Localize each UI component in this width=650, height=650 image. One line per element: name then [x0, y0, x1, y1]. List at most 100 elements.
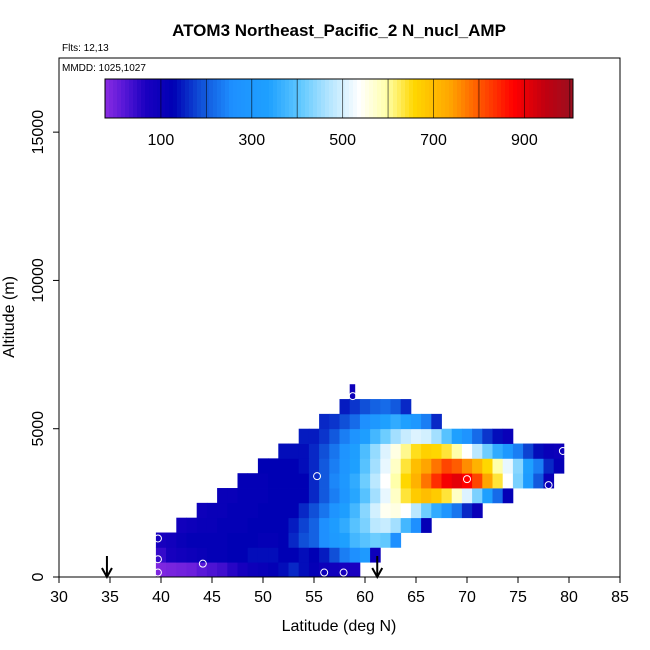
heat-cell [319, 532, 330, 548]
heat-cell [319, 502, 330, 519]
colorbar-segment [461, 79, 466, 118]
heat-cell [492, 458, 504, 474]
colorbar-segment [445, 79, 450, 118]
heat-cell [451, 473, 463, 489]
colorbar-segment [541, 79, 546, 118]
colorbar-segment [405, 79, 410, 118]
colorbar-segment [297, 79, 302, 118]
heat-cell [472, 488, 483, 504]
heat-cell [359, 517, 371, 533]
heat-cell [390, 458, 402, 474]
heatmap-layer [155, 384, 565, 578]
heat-cell [380, 517, 391, 533]
heat-cell [339, 428, 351, 444]
heat-cell [349, 517, 361, 533]
heat-cell [176, 562, 187, 578]
colorbar-segment [381, 79, 386, 118]
heat-cell [349, 562, 361, 578]
colorbar-segment [529, 79, 534, 118]
heat-cell [421, 502, 432, 519]
heat-cell [431, 473, 442, 489]
colorbar-segment [549, 79, 554, 118]
heat-cell [237, 562, 249, 578]
heat-cell [380, 473, 391, 489]
heat-cell [227, 488, 238, 504]
heat-cell [247, 547, 259, 563]
heat-cell [359, 443, 371, 459]
colorbar-segment [377, 79, 382, 118]
heat-cell [431, 428, 442, 444]
heat-cell [380, 488, 391, 504]
heat-cell [370, 473, 381, 489]
heat-cell [451, 443, 463, 459]
heat-cell [268, 473, 279, 489]
heat-cell [359, 532, 371, 548]
heat-cell [472, 428, 483, 444]
colorbar-segment [533, 79, 538, 118]
colorbar-segment [449, 79, 454, 118]
heat-cell [451, 488, 463, 504]
heat-cell [339, 473, 351, 489]
heat-cell [257, 458, 269, 474]
colorbar-segment [173, 79, 178, 118]
colorbar-segment [105, 79, 110, 118]
flight-markers [153, 392, 567, 577]
colorbar-segment [237, 79, 242, 118]
colorbar-segment [349, 79, 354, 118]
colorbar-segment [537, 79, 542, 118]
colorbar-segment [141, 79, 146, 118]
heat-cell [247, 502, 259, 519]
heat-cell [217, 517, 228, 533]
heat-cell [308, 547, 320, 563]
colorbar-segment [517, 79, 522, 118]
heat-cell [370, 399, 381, 415]
heat-cell [308, 473, 320, 489]
heat-cell [400, 488, 412, 504]
heat-cell [410, 517, 422, 533]
heat-cell [359, 502, 371, 519]
heat-cell [482, 428, 493, 444]
heat-cell [512, 458, 524, 474]
colorbar-segment [245, 79, 250, 118]
colorbar-segment [249, 79, 254, 118]
heat-cell [400, 502, 412, 519]
heat-cell [206, 502, 218, 519]
heat-cell [206, 532, 218, 548]
flight-marker [339, 568, 348, 577]
heat-cell [298, 443, 310, 459]
heat-cell [359, 458, 371, 474]
heat-cell [166, 532, 177, 548]
heat-cell [308, 443, 320, 459]
heat-cell [359, 399, 371, 415]
heat-cell [217, 532, 228, 548]
colorbar-segment [169, 79, 174, 118]
colorbar-segment [301, 79, 306, 118]
colorbar-segment [281, 79, 286, 118]
colorbar-segment [217, 79, 222, 118]
colorbar-segment [497, 79, 502, 118]
heat-cell [431, 443, 442, 459]
heat-cell [288, 458, 300, 474]
colorbar-segment [441, 79, 446, 118]
heat-cell [257, 562, 269, 578]
heat-cell [278, 473, 289, 489]
heat-cell [492, 428, 504, 444]
heat-cell [523, 458, 534, 474]
heat-cell [553, 458, 565, 474]
heat-cell [329, 532, 340, 548]
colorbar-segment [153, 79, 158, 118]
heat-cell [166, 547, 177, 563]
heat-cell [319, 473, 330, 489]
heat-cell [502, 443, 514, 459]
heat-cell [502, 488, 514, 504]
y-tick-label: 0 [30, 572, 47, 581]
heat-cell [257, 488, 269, 504]
heat-cell [176, 517, 187, 533]
heat-cell [257, 517, 269, 533]
heat-cell [380, 458, 391, 474]
heat-cell [298, 532, 310, 548]
colorbar-segment [469, 79, 474, 118]
heat-cell [308, 532, 320, 548]
heat-cell [308, 517, 320, 533]
heat-cell [237, 517, 249, 533]
